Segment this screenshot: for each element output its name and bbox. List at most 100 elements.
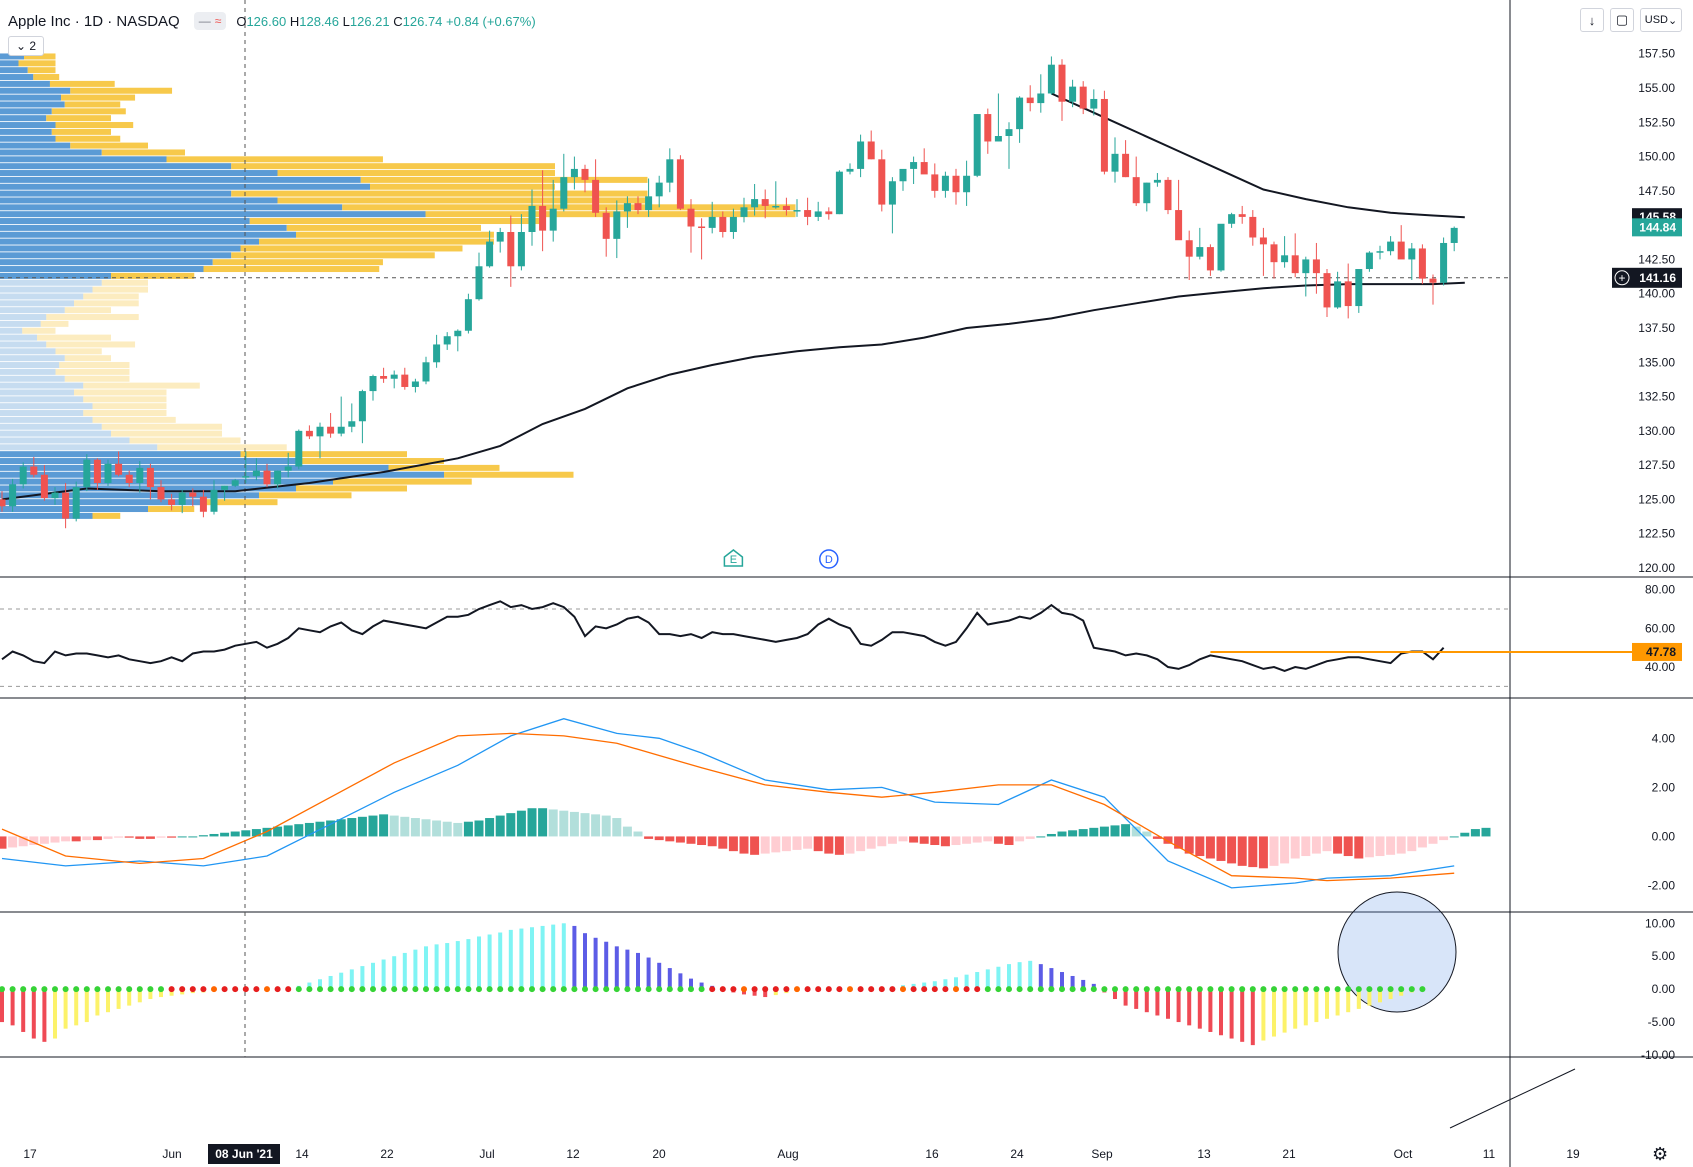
macd-histogram-bar xyxy=(92,836,102,841)
plus-icon-glyph: + xyxy=(1618,271,1625,285)
macd-histogram-bar xyxy=(1174,836,1184,849)
momentum-bar xyxy=(349,969,354,990)
squeeze-dot xyxy=(1302,986,1309,993)
volume-profile-buy-bar xyxy=(0,300,74,307)
symbol-title[interactable]: Apple Inc · 1D · NASDAQ xyxy=(8,12,180,30)
volume-profile-sell-bar xyxy=(333,478,472,485)
candle xyxy=(358,391,366,422)
volume-profile-sell-bar xyxy=(64,101,121,108)
macd-histogram-bar xyxy=(145,836,155,839)
squeeze-dot xyxy=(582,986,588,993)
macd-histogram-bar xyxy=(1354,836,1364,859)
wave-icon[interactable]: ≈ xyxy=(214,14,222,28)
arrow-down-icon[interactable]: ↓ xyxy=(1580,8,1604,32)
candle xyxy=(1344,281,1352,307)
momentum-bar xyxy=(392,956,397,990)
candle xyxy=(454,330,462,337)
macd-histogram-bar xyxy=(135,836,145,839)
candle xyxy=(369,376,377,392)
macd-histogram-bar xyxy=(1439,836,1449,841)
time-tick-label: 11 xyxy=(1483,1147,1496,1161)
momentum-bar xyxy=(487,934,492,990)
macd-histogram-bar xyxy=(1280,836,1290,864)
candle xyxy=(1016,97,1024,130)
time-tick-label: 13 xyxy=(1197,1147,1211,1161)
squeeze-dot xyxy=(613,986,620,993)
gear-icon[interactable]: ⚙ xyxy=(1652,1144,1669,1164)
momentum-bar xyxy=(127,989,132,1006)
macd-tick-label: 4.00 xyxy=(1652,731,1676,745)
volume-profile-buy-bar xyxy=(0,382,84,389)
candle xyxy=(1238,214,1246,217)
macd-histogram-bar xyxy=(8,836,18,848)
top-right-buttons: ↓ ▢ xyxy=(1580,8,1634,32)
squeeze-dot xyxy=(412,986,419,993)
candle xyxy=(475,266,483,300)
squeeze-dot xyxy=(1122,986,1129,993)
macd-histogram-bar xyxy=(209,833,219,837)
momentum-bar xyxy=(964,974,969,990)
currency-select[interactable]: USD ⌄ xyxy=(1640,8,1682,32)
macd-histogram-bar xyxy=(792,836,802,850)
volume-profile-sell-bar xyxy=(24,53,56,60)
macd-histogram-bar xyxy=(453,822,463,837)
squeeze-dot xyxy=(889,986,896,993)
macd-histogram-bar xyxy=(1110,825,1120,837)
candle xyxy=(19,466,27,485)
candle xyxy=(782,205,790,211)
momentum-bar xyxy=(1208,989,1213,1032)
volume-profile-sell-bar xyxy=(101,279,148,286)
candle xyxy=(146,467,154,488)
candle xyxy=(528,205,536,232)
macd-histogram-bar xyxy=(569,811,579,837)
volume-profile-sell-bar xyxy=(64,355,111,362)
momentum-bar xyxy=(159,989,163,998)
squeeze-dot xyxy=(476,986,482,993)
rsi-level-label-box xyxy=(1632,642,1682,661)
macd-histogram-bar xyxy=(538,808,548,837)
high-label: H xyxy=(289,13,300,29)
volume-profile-sell-bar xyxy=(360,176,648,183)
volume-profile-buy-bar xyxy=(0,334,37,341)
macd-histogram-bar xyxy=(548,809,558,837)
macd-histogram-bar xyxy=(1417,836,1427,848)
macd-line xyxy=(1,718,1455,889)
squeeze-dot xyxy=(94,986,101,993)
candle xyxy=(252,470,260,477)
momentum-bar xyxy=(1049,968,1054,990)
fullscreen-icon[interactable]: ▢ xyxy=(1610,8,1634,32)
squeeze-dot xyxy=(211,986,217,993)
macd-histogram-bar xyxy=(61,836,71,842)
indicator-count-button[interactable]: ⌄ 2 xyxy=(8,36,44,56)
volume-profile-sell-bar xyxy=(231,163,555,170)
squeeze-dot xyxy=(1260,986,1267,993)
momentum-bar xyxy=(699,982,704,990)
volume-profile-buy-bar xyxy=(0,458,296,465)
close-value: 126.74 xyxy=(402,13,443,29)
candle xyxy=(719,216,727,232)
candle xyxy=(560,177,568,209)
macd-histogram-bar xyxy=(1099,826,1109,837)
momentum-bar xyxy=(1155,989,1160,1016)
squeeze-dot xyxy=(454,986,461,993)
macd-histogram-bar xyxy=(1375,836,1385,857)
candle xyxy=(1418,248,1426,279)
macd-histogram-bar xyxy=(675,836,685,843)
hide-icon[interactable]: — xyxy=(198,14,211,28)
legend-toggles[interactable]: — ≈ xyxy=(193,12,227,30)
volume-profile-buy-bar xyxy=(0,485,296,492)
volume-profile-sell-bar xyxy=(61,94,136,101)
squeeze-dot xyxy=(126,986,133,993)
macd-histogram-bar xyxy=(559,810,569,837)
macd-histogram-bar xyxy=(71,836,81,842)
macd-signal-line xyxy=(1,732,1455,882)
squeeze-dot xyxy=(444,986,451,993)
squeeze-dot xyxy=(317,986,323,993)
macd-histogram-bar xyxy=(357,816,367,837)
volume-profile-buy-bar xyxy=(0,423,102,430)
squeeze-dot xyxy=(1165,986,1171,993)
time-tick-label: Aug xyxy=(777,1147,798,1161)
price-label: 144.84 xyxy=(1639,220,1676,234)
volume-profile-buy-bar xyxy=(0,286,93,293)
